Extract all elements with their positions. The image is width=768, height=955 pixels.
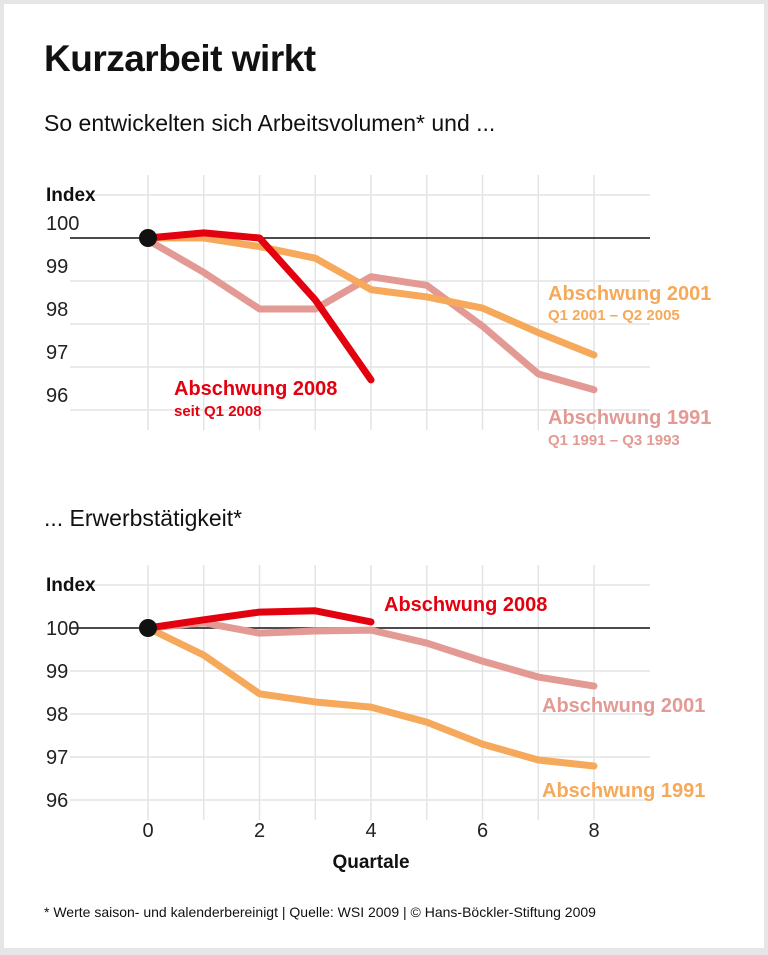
y-tick-label: 98 [46,704,68,726]
series-line [144,229,375,384]
y-tick-label: 99 [46,661,68,683]
start-point-marker [139,229,157,247]
infographic [4,4,764,948]
chart-2-title: ... Erwerbstätigkeit* [44,505,243,531]
series-label: Abschwung 1991 [548,407,711,429]
series-sublabel: Q1 1991 – Q3 1993 [548,432,680,449]
series-label: Abschwung 2001 [548,283,711,305]
y-tick-label: 96 [46,790,68,812]
y-tick-label: 98 [46,299,68,321]
series-label: Abschwung 2001 [542,695,705,717]
footer-note: * Werte saison- und kalenderbereinigt | … [44,904,596,920]
series-line [144,607,375,632]
y-axis-label: Index [46,185,96,206]
y-tick-label: 99 [46,256,68,278]
series-line [144,236,598,394]
series-sublabel: Q1 2001 – Q2 2005 [548,307,680,324]
start-point-marker [139,619,157,637]
x-axis-label: Quartale [332,852,409,873]
y-tick-label: 97 [46,342,68,364]
series-label: Abschwung 1991 [542,780,705,802]
x-tick-label: 2 [254,820,265,842]
y-tick-label: 100 [46,213,79,235]
chart-1-title: So entwickelten sich Arbeitsvolumen* und… [44,110,496,136]
x-tick-label: 0 [142,820,153,842]
y-axis-label: Index [46,575,96,596]
series-label: Abschwung 2008 [174,378,337,400]
series-line [144,624,598,770]
series-sublabel: seit Q1 2008 [174,403,262,420]
x-tick-label: 6 [477,820,488,842]
y-tick-label: 100 [46,618,79,640]
x-tick-label: 8 [588,820,599,842]
series-label: Abschwung 2008 [384,594,547,616]
page-title: Kurzarbeit wirkt [44,38,316,79]
series-line [144,234,598,359]
series-line [144,619,598,690]
y-tick-label: 97 [46,747,68,769]
y-tick-label: 96 [46,385,68,407]
x-tick-label: 4 [365,820,376,842]
